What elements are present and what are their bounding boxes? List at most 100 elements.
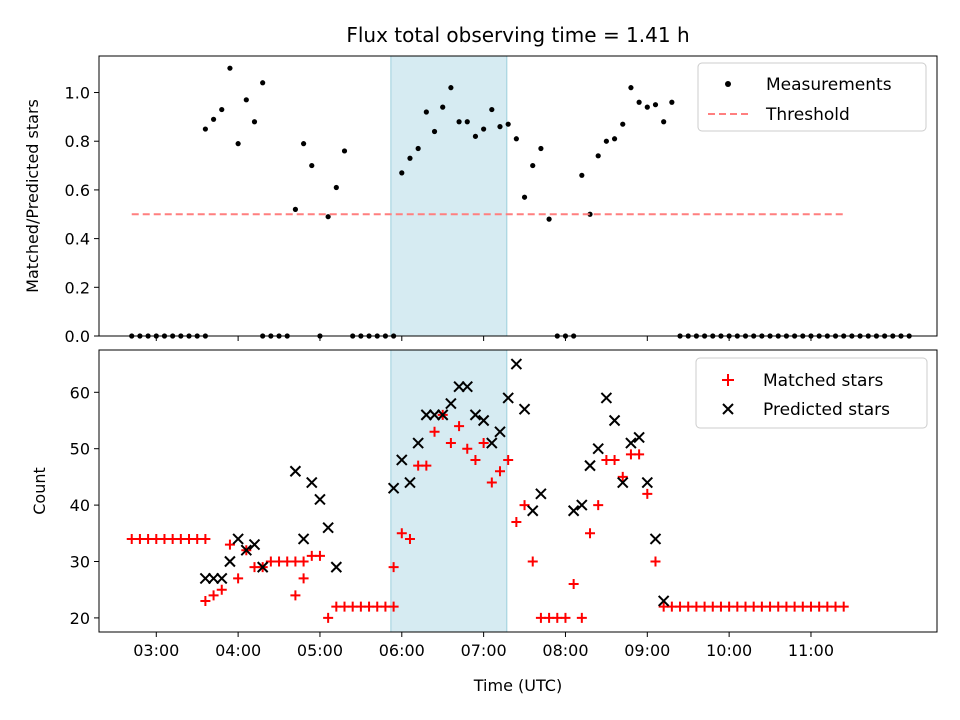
ratio-legend-box xyxy=(697,62,927,132)
measurement-point xyxy=(521,194,528,200)
matched-star-point xyxy=(445,438,456,449)
ratio-y-axis-label: Matched/Predicted stars xyxy=(23,99,42,293)
x-tick-label: 11:00 xyxy=(788,641,834,660)
predicted-star-point xyxy=(527,505,539,517)
y-tick-label: 0.6 xyxy=(65,181,90,200)
matched-star-point xyxy=(404,533,415,544)
x-tick-label: 07:00 xyxy=(461,641,507,660)
measurement-point xyxy=(325,214,331,220)
measurement-point xyxy=(399,170,405,176)
predicted-star-point xyxy=(649,533,662,545)
x-tick-label: 05:00 xyxy=(297,641,343,660)
predicted-star-point xyxy=(453,380,465,393)
predicted-star-point xyxy=(576,499,588,511)
count-legend: Matched stars Predicted stars xyxy=(695,357,928,429)
predicted-star-point xyxy=(216,572,228,585)
measurement-point xyxy=(210,116,217,122)
matched-star-point xyxy=(634,449,645,460)
predicted-star-point xyxy=(518,403,531,415)
measurement-point xyxy=(227,65,233,71)
measurement-point xyxy=(603,138,609,144)
predicted-star-point xyxy=(535,488,547,500)
predicted-star-point xyxy=(404,476,416,489)
matched-star-point xyxy=(208,590,219,601)
predicted-star-point xyxy=(256,561,269,573)
measurement-point xyxy=(546,216,552,222)
measurement-point xyxy=(243,97,249,103)
count-marks xyxy=(126,358,849,623)
x-tick-label: 08:00 xyxy=(542,641,588,660)
predicted-star-point xyxy=(625,437,637,449)
predicted-star-point xyxy=(657,595,670,607)
matched-star-point xyxy=(388,601,399,612)
predicted-star-point xyxy=(477,414,490,427)
predicted-star-point xyxy=(248,538,261,551)
measurement-point xyxy=(448,85,454,91)
measurement-point xyxy=(579,172,585,178)
matched-star-point xyxy=(323,612,334,623)
matched-star-point xyxy=(617,471,628,482)
y-tick-label: 30 xyxy=(70,553,90,572)
y-tick-label: 40 xyxy=(70,496,90,515)
measurement-point xyxy=(505,121,511,127)
matched-star-point xyxy=(200,533,211,544)
matched-star-point xyxy=(585,528,596,539)
measurement-point xyxy=(456,119,462,125)
ratio-x-ticks xyxy=(155,336,812,341)
ratio-y-axis: 0.0 0.2 0.4 0.6 0.8 1.0 xyxy=(65,84,99,346)
measurement-point xyxy=(636,99,642,105)
measurement-point xyxy=(652,102,659,108)
y-tick-label: 0.0 xyxy=(65,327,90,346)
count-legend-box xyxy=(695,357,928,429)
measurement-point xyxy=(497,124,503,130)
predicted-star-point xyxy=(461,380,473,393)
chart-title: Flux total observing time = 1.41 h xyxy=(346,23,689,47)
predicted-star-point xyxy=(437,409,449,421)
matched-star-point xyxy=(396,528,407,539)
measurement-point xyxy=(300,141,307,147)
measurement-point xyxy=(423,109,429,115)
measurement-point xyxy=(219,106,225,113)
measurement-point xyxy=(292,206,299,212)
measurement-point xyxy=(407,155,413,161)
matched-star-point xyxy=(314,550,325,561)
predicted-star-point xyxy=(600,392,613,404)
matched-star-point xyxy=(560,612,571,623)
ratio-legend: Measurements Threshold xyxy=(697,62,927,132)
predicted-star-point xyxy=(617,476,629,489)
measurement-point xyxy=(464,119,470,125)
legend-predicted-label: Predicted stars xyxy=(763,400,890,420)
predicted-star-point xyxy=(232,533,244,545)
legend-matched-label: Matched stars xyxy=(763,371,883,391)
measurement-point xyxy=(341,148,348,154)
matched-star-point xyxy=(503,454,514,465)
matched-star-point xyxy=(519,500,530,511)
matched-star-point xyxy=(454,421,465,432)
predicted-star-point xyxy=(428,409,441,421)
x-tick-label: 04:00 xyxy=(215,641,261,660)
legend-matched-marker xyxy=(722,374,734,386)
matched-star-point xyxy=(233,573,244,584)
predicted-star-point xyxy=(240,544,253,556)
measurement-point xyxy=(538,145,544,152)
predicted-star-point xyxy=(592,442,604,455)
matched-star-point xyxy=(486,477,497,488)
matched-star-point xyxy=(838,601,849,612)
legend-measurements-label: Measurements xyxy=(766,75,892,95)
predicted-star-point xyxy=(322,521,334,534)
matched-star-point xyxy=(200,595,211,606)
measurement-point xyxy=(489,106,495,113)
predicted-star-point xyxy=(469,409,482,421)
matched-star-point xyxy=(429,426,440,437)
count-y-axis: 20 30 40 50 60 xyxy=(70,383,99,628)
matched-star-point xyxy=(388,562,399,573)
predicted-star-point xyxy=(420,409,433,421)
matched-star-point xyxy=(470,454,481,465)
predicted-star-point xyxy=(387,482,400,494)
predicted-star-point xyxy=(306,476,318,489)
predicted-star-point xyxy=(486,437,498,449)
matched-star-point xyxy=(290,590,301,601)
measurement-point xyxy=(644,104,650,110)
predicted-star-point xyxy=(608,414,621,427)
